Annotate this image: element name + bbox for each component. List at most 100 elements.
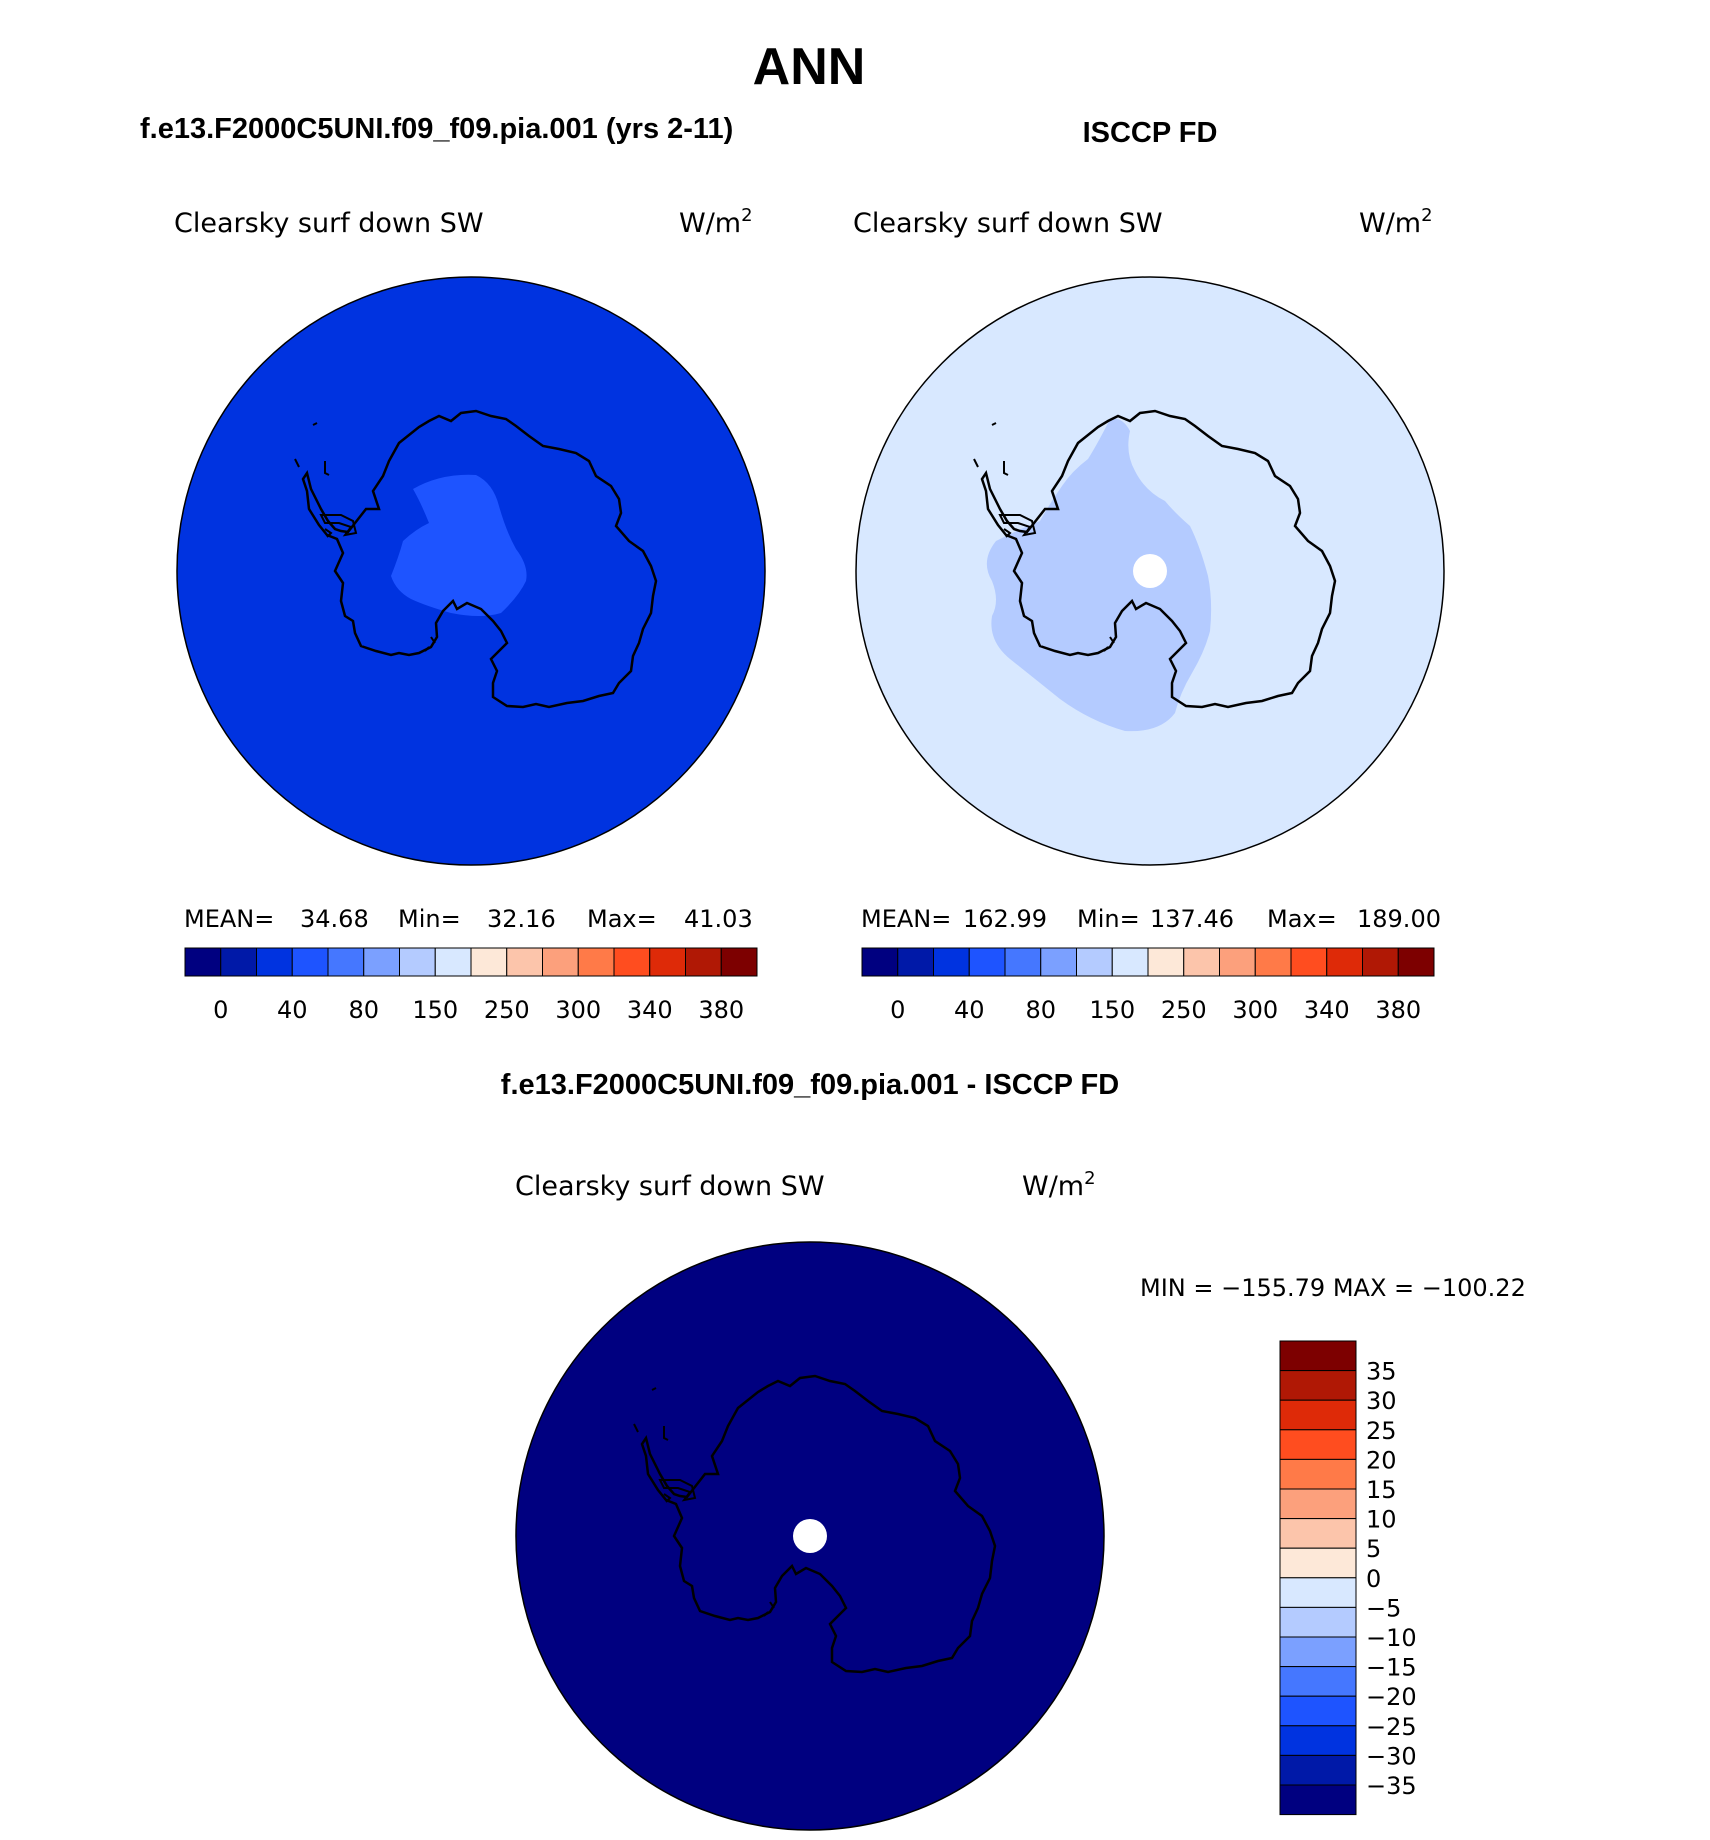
obs-stats: MEAN= 162.99 Min= 137.46 Max= 189.00 (861, 905, 1441, 933)
obs-colorbar-swatch (861, 947, 899, 977)
model-panel: f.e13.F2000C5UNI.f09_f09.pia.001 (yrs 2-… (140, 113, 766, 1024)
main-title: ANN (753, 38, 866, 96)
model-panel-title: f.e13.F2000C5UNI.f09_f09.pia.001 (yrs 2-… (140, 113, 733, 145)
model-colorbar-tick-label: 300 (555, 996, 601, 1024)
model-colorbar-swatch (399, 947, 436, 977)
diff-colorbar-tick-label: 20 (1366, 1446, 1397, 1474)
obs-colorbar-tick-label: 340 (1304, 996, 1350, 1024)
diff-map (515, 1241, 1105, 1831)
model-colorbar-swatch (613, 947, 651, 977)
diff-colorbar-swatch (1279, 1666, 1357, 1697)
obs-colorbar-swatch (1362, 947, 1399, 977)
diff-colorbar (1279, 1340, 1357, 1816)
model-max-label: Max= (587, 905, 657, 933)
model-max-value: 41.03 (684, 905, 753, 933)
obs-mean-label: MEAN= (861, 905, 951, 933)
diff-colorbar-swatch (1279, 1518, 1357, 1549)
model-colorbar-swatch (363, 947, 400, 977)
diff-units-label: W/m2 (1022, 1168, 1096, 1202)
obs-colorbar-tick-label: 0 (890, 996, 905, 1024)
model-units-base: W/m (679, 208, 741, 239)
diff-colorbar-tick-label: 0 (1366, 1565, 1381, 1593)
model-colorbar-tick-label: 380 (698, 996, 744, 1024)
obs-colorbar (861, 947, 1435, 977)
obs-colorbar-labels: 0 40 80 150 250 300 340 380 (890, 996, 1421, 1024)
model-mean-label: MEAN= (184, 905, 274, 933)
diff-colorbar-swatch (1279, 1547, 1357, 1579)
diff-colorbar-swatch (1279, 1429, 1357, 1460)
diff-colorbar-swatch (1279, 1577, 1357, 1608)
model-colorbar-swatch (470, 947, 508, 977)
obs-colorbar-swatch (1183, 947, 1220, 977)
model-colorbar-tick-label: 80 (348, 996, 379, 1024)
diff-colorbar-tick-label: −10 (1366, 1624, 1417, 1652)
model-colorbar (184, 947, 758, 977)
diff-colorbar-tick-label: −20 (1366, 1683, 1417, 1711)
obs-colorbar-swatch (1219, 947, 1256, 977)
model-units-label: W/m2 (679, 205, 753, 239)
diff-colorbar-swatch (1279, 1725, 1357, 1756)
diff-colorbar-swatch (1279, 1606, 1357, 1638)
model-map (176, 276, 766, 866)
obs-colorbar-swatch (1254, 947, 1292, 977)
diff-colorbar-tick-label: 25 (1366, 1417, 1397, 1445)
model-min-value: 32.16 (487, 905, 556, 933)
model-stats: MEAN= 34.68 Min= 32.16 Max= 41.03 (184, 905, 753, 933)
obs-missing-data-dot (1133, 554, 1167, 588)
model-colorbar-swatch (685, 947, 722, 977)
obs-colorbar-tick-label: 300 (1232, 996, 1278, 1024)
obs-mean-value: 162.99 (963, 905, 1047, 933)
model-colorbar-swatch (649, 947, 686, 977)
obs-units-base: W/m (1359, 208, 1421, 239)
obs-min-value: 137.46 (1150, 905, 1234, 933)
obs-min-label: Min= (1077, 905, 1140, 933)
model-colorbar-swatch (506, 947, 543, 977)
model-colorbar-swatch (542, 947, 579, 977)
obs-colorbar-swatch (1290, 947, 1328, 977)
obs-colorbar-swatch (897, 947, 934, 977)
model-variable-label: Clearsky surf down SW (174, 208, 484, 239)
obs-units-label: W/m2 (1359, 205, 1433, 239)
diff-colorbar-tick-label: −35 (1366, 1772, 1417, 1800)
diff-colorbar-swatch (1279, 1784, 1357, 1816)
obs-panel: ISCCP FD Clearsky surf down SW W/m2 MEAN… (853, 117, 1445, 1024)
diff-colorbar-swatch (1279, 1458, 1357, 1490)
model-min-label: Min= (398, 905, 461, 933)
model-colorbar-tick-label: 150 (412, 996, 458, 1024)
diff-units-exponent: 2 (1084, 1168, 1095, 1189)
model-colorbar-labels: 0 40 80 150 250 300 340 380 (213, 996, 744, 1024)
model-colorbar-swatch (220, 947, 257, 977)
obs-max-label: Max= (1267, 905, 1337, 933)
model-colorbar-tick-label: 340 (627, 996, 673, 1024)
obs-colorbar-swatch (1004, 947, 1042, 977)
obs-variable-label: Clearsky surf down SW (853, 208, 1163, 239)
model-colorbar-swatch (434, 947, 472, 977)
diff-colorbar-tick-label: 5 (1366, 1535, 1381, 1563)
diff-colorbar-swatch (1279, 1340, 1357, 1372)
model-colorbar-swatch (291, 947, 329, 977)
obs-colorbar-tick-label: 380 (1375, 996, 1421, 1024)
diff-colorbar-tick-label: 35 (1366, 1358, 1397, 1386)
diff-colorbar-swatch (1279, 1488, 1357, 1520)
diff-panel: f.e13.F2000C5UNI.f09_f09.pia.001 - ISCCP… (501, 1069, 1526, 1831)
model-colorbar-swatch (256, 947, 293, 977)
obs-colorbar-swatch (1111, 947, 1149, 977)
diff-colorbar-tick-label: 10 (1366, 1506, 1397, 1534)
model-colorbar-swatch (577, 947, 615, 977)
model-map-inner-contour (391, 474, 527, 616)
diff-colorbar-swatch (1279, 1695, 1357, 1727)
model-mean-value: 34.68 (300, 905, 369, 933)
diff-minmax-label: MIN = −155.79 MAX = −100.22 (1140, 1274, 1526, 1302)
diff-units-base: W/m (1022, 1171, 1084, 1202)
diff-missing-data-dot (793, 1519, 827, 1553)
diff-panel-title: f.e13.F2000C5UNI.f09_f09.pia.001 - ISCCP… (501, 1069, 1119, 1101)
diff-colorbar-swatch (1279, 1370, 1357, 1401)
obs-panel-title: ISCCP FD (1083, 117, 1218, 149)
diff-colorbar-tick-label: −5 (1366, 1594, 1401, 1622)
model-colorbar-tick-label: 40 (277, 996, 308, 1024)
obs-colorbar-tick-label: 80 (1025, 996, 1056, 1024)
obs-colorbar-swatch (1076, 947, 1113, 977)
obs-max-value: 189.00 (1357, 905, 1441, 933)
